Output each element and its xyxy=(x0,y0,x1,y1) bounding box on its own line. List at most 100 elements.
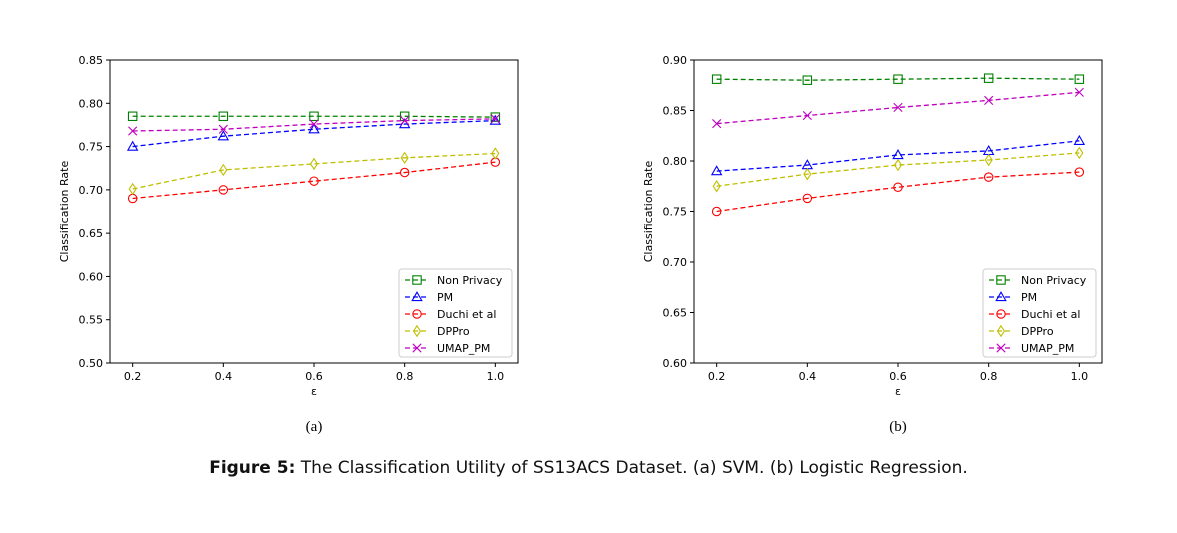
data-point xyxy=(309,157,319,171)
series-line xyxy=(716,171,1080,213)
x-tick-label: 0.8 xyxy=(396,370,414,383)
y-tick-label: 0.85 xyxy=(79,54,104,67)
x-tick-label: 1.0 xyxy=(1071,370,1089,383)
data-point xyxy=(893,182,903,193)
data-point xyxy=(128,182,137,196)
y-tick-label: 0.60 xyxy=(79,270,104,283)
data-point xyxy=(802,110,812,121)
legend-label: PM xyxy=(437,291,453,304)
legend-marker xyxy=(996,309,1006,319)
legend-marker xyxy=(412,309,422,319)
legend-label: PM xyxy=(1021,291,1037,304)
data-point xyxy=(400,151,409,165)
y-tick-label: 0.80 xyxy=(663,155,688,168)
data-point xyxy=(802,75,813,85)
data-point xyxy=(127,111,138,122)
data-point xyxy=(490,112,501,122)
y-tick-label: 0.70 xyxy=(79,184,104,197)
data-point xyxy=(218,111,229,122)
caption-label: Figure 5: xyxy=(209,458,296,478)
data-point xyxy=(399,167,410,178)
data-point xyxy=(710,165,723,176)
y-axis-label: Classification Rate xyxy=(58,161,71,263)
data-point xyxy=(803,167,812,181)
y-tick-label: 0.70 xyxy=(663,256,688,269)
series-line xyxy=(132,118,496,132)
x-tick-label: 0.6 xyxy=(889,370,907,383)
series-line xyxy=(716,77,1080,81)
y-tick-label: 0.60 xyxy=(663,357,688,370)
y-tick-label: 0.55 xyxy=(79,314,104,327)
legend-label: Duchi et al xyxy=(1021,308,1080,321)
legend-entry: PM xyxy=(405,291,453,304)
series-line xyxy=(716,140,1080,172)
y-axis-label: Classification Rate xyxy=(642,161,655,263)
x-axis-label: ε xyxy=(311,385,317,398)
series-line xyxy=(716,91,1080,125)
legend-box xyxy=(982,268,1097,358)
series-pm xyxy=(710,134,1086,176)
y-tick-label: 0.85 xyxy=(663,105,688,118)
data-point xyxy=(893,102,903,113)
legend-entry: DPPro xyxy=(405,324,470,338)
x-tick-label: 0.2 xyxy=(708,370,726,383)
data-point xyxy=(711,206,722,217)
data-point xyxy=(893,74,903,84)
data-point xyxy=(712,119,722,129)
y-tick-label: 0.50 xyxy=(79,357,104,370)
series-line xyxy=(132,161,496,200)
y-tick-label: 0.80 xyxy=(79,97,104,110)
legend-entry: UMAP_PM xyxy=(405,342,490,355)
series-duchi-et-al xyxy=(127,157,501,204)
legend-marker xyxy=(412,275,422,285)
data-point xyxy=(308,123,320,134)
data-point xyxy=(892,149,904,160)
caption-text: The Classification Utility of SS13ACS Da… xyxy=(300,458,968,478)
legend-label: DPPro xyxy=(437,325,470,338)
legend-box xyxy=(398,268,513,358)
subplot-label: (a) xyxy=(306,419,323,435)
figure-caption: Figure 5: The Classification Utility of … xyxy=(0,458,1177,478)
x-tick-label: 0.8 xyxy=(980,370,998,383)
data-point xyxy=(489,114,502,125)
data-point xyxy=(1074,167,1085,177)
series-umap-pm xyxy=(712,87,1084,129)
x-tick-label: 0.4 xyxy=(799,370,817,383)
legend-entry: UMAP_PM xyxy=(989,342,1074,355)
data-point xyxy=(983,172,994,182)
series-non-privacy xyxy=(711,73,1085,85)
legend-marker xyxy=(995,291,1007,302)
data-point xyxy=(1075,146,1084,160)
data-point xyxy=(1073,134,1086,145)
data-point xyxy=(893,158,903,172)
series-umap-pm xyxy=(128,114,500,136)
legend-marker xyxy=(996,324,1006,338)
x-axis-label: ε xyxy=(895,385,901,398)
data-point xyxy=(711,74,722,84)
series-line xyxy=(716,152,1080,187)
data-point xyxy=(218,185,229,195)
legend-marker xyxy=(412,343,422,353)
chart-panel-b: 0.2 0.4 0.6 0.8 1.0 0.60 0.65 0.70 0.75 0.80 0.85 0… xyxy=(642,54,1103,435)
legend-marker xyxy=(996,343,1006,353)
data-point xyxy=(490,114,500,124)
series-dppro xyxy=(128,147,500,196)
data-point xyxy=(984,95,994,105)
data-point xyxy=(219,163,228,177)
data-point xyxy=(309,119,319,129)
legend-entry: PM xyxy=(989,291,1037,304)
chart-panel-a: 0.2 0.4 0.6 0.8 1.0 0.50 0.55 0.60 0.65 0.70 0.75 0… xyxy=(58,54,519,435)
series-dppro xyxy=(712,146,1084,193)
legend-entry: Duchi et al xyxy=(989,308,1080,321)
data-point xyxy=(1074,87,1084,97)
data-point xyxy=(218,124,228,134)
data-point xyxy=(309,111,319,122)
legend-marker xyxy=(411,291,423,302)
series-line xyxy=(132,152,496,190)
legend-entry: DPPro xyxy=(989,324,1054,338)
data-point xyxy=(802,193,813,204)
subplot-label: (b) xyxy=(889,419,907,435)
legend: Non Privacy PM Duchi et al DPPro UMAP_PM xyxy=(982,268,1097,358)
legend-entry: Duchi et al xyxy=(405,308,496,321)
data-point xyxy=(126,140,139,151)
